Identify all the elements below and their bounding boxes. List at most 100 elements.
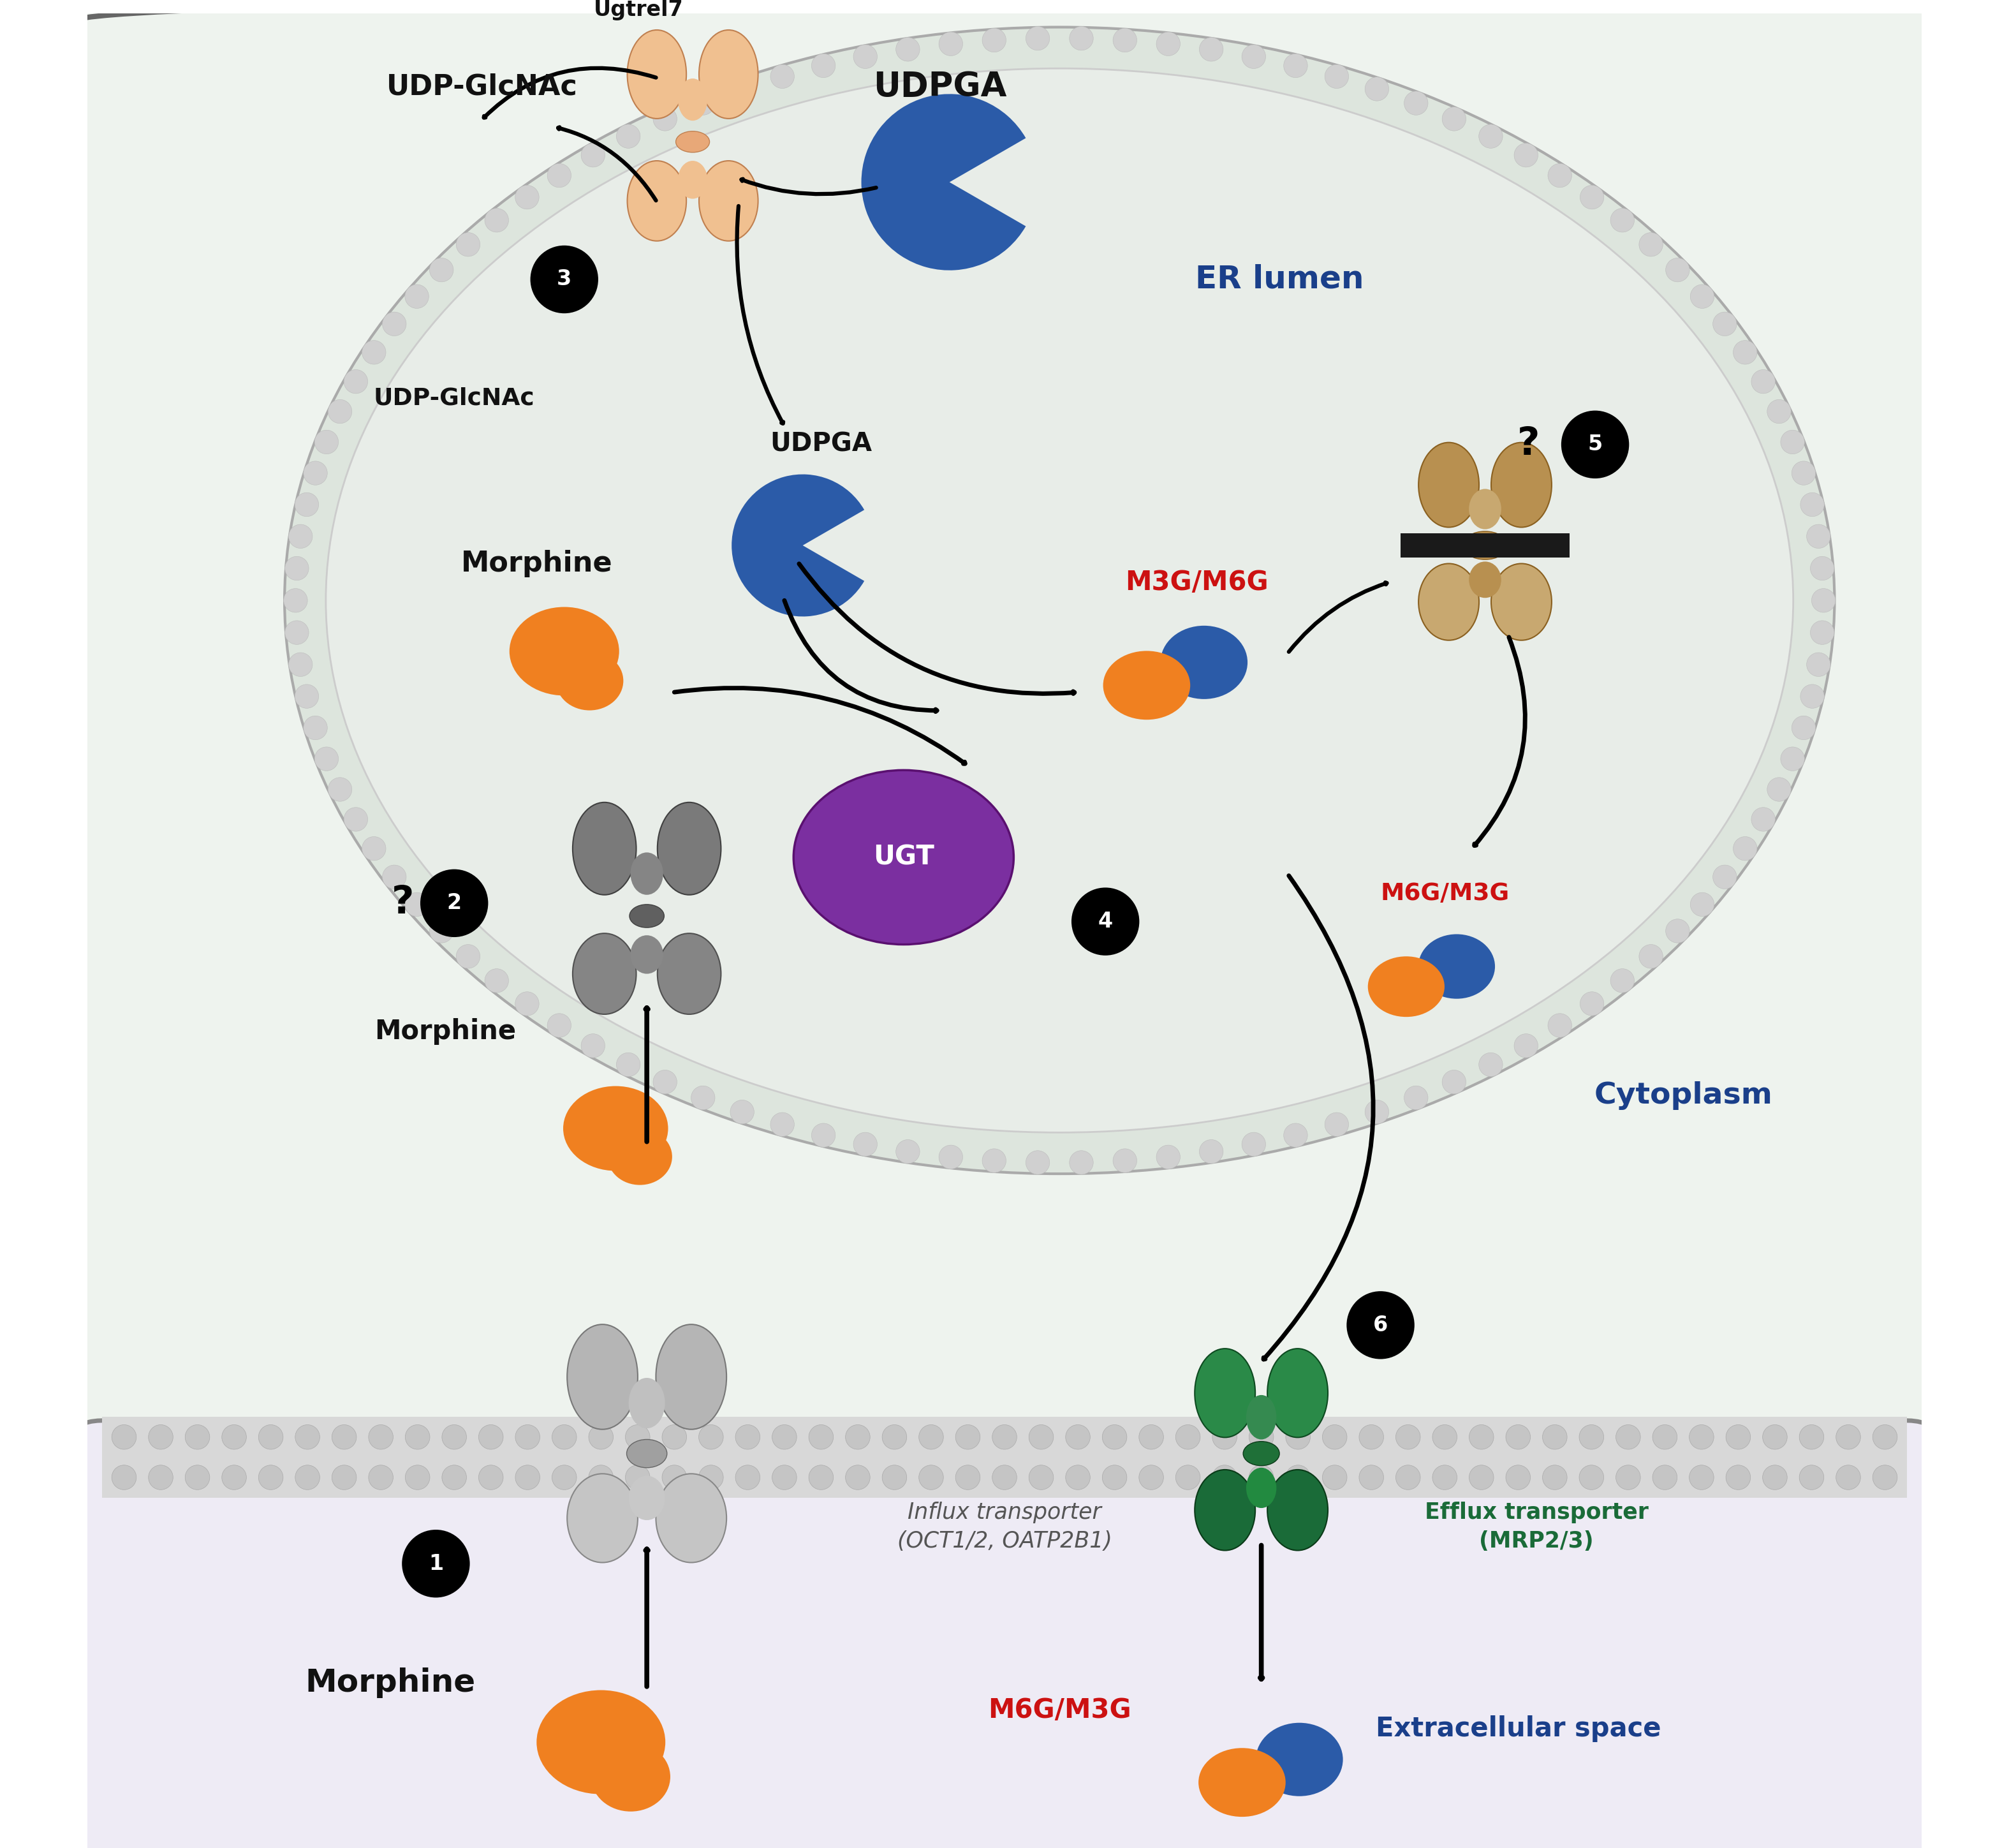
Circle shape [1113, 1149, 1137, 1173]
Ellipse shape [573, 933, 637, 1015]
Circle shape [982, 28, 1007, 52]
Text: Cytoplasm: Cytoplasm [1593, 1081, 1772, 1111]
Text: ?: ? [392, 885, 414, 922]
Ellipse shape [1256, 1722, 1342, 1796]
Circle shape [530, 246, 599, 314]
Circle shape [295, 1425, 319, 1449]
Ellipse shape [1246, 1467, 1276, 1508]
Ellipse shape [567, 1473, 637, 1563]
Circle shape [1734, 340, 1758, 364]
Circle shape [362, 837, 386, 861]
Circle shape [1211, 1465, 1238, 1489]
Text: UDP-GlcNAc: UDP-GlcNAc [386, 74, 577, 100]
Circle shape [1065, 1425, 1091, 1449]
Ellipse shape [1195, 1469, 1256, 1550]
Ellipse shape [1491, 442, 1551, 527]
Circle shape [406, 285, 428, 309]
Text: M3G/M6G: M3G/M6G [1125, 569, 1270, 595]
Circle shape [1547, 1013, 1571, 1037]
Ellipse shape [631, 935, 663, 974]
Circle shape [484, 209, 508, 233]
Circle shape [382, 865, 406, 889]
Circle shape [1324, 65, 1348, 89]
Ellipse shape [563, 1087, 669, 1172]
Circle shape [1872, 1425, 1896, 1449]
Circle shape [1810, 556, 1834, 580]
Circle shape [653, 1070, 677, 1094]
Circle shape [1242, 44, 1266, 68]
Circle shape [406, 1465, 430, 1489]
Circle shape [1768, 399, 1790, 423]
Circle shape [699, 1465, 723, 1489]
Circle shape [617, 124, 641, 148]
Ellipse shape [631, 852, 663, 894]
Circle shape [896, 1140, 920, 1164]
Text: UDP-GlcNAc: UDP-GlcNAc [374, 388, 534, 410]
Circle shape [315, 747, 338, 771]
Ellipse shape [868, 142, 930, 222]
Ellipse shape [794, 771, 1015, 944]
Circle shape [259, 1465, 283, 1489]
Circle shape [113, 1465, 137, 1489]
Circle shape [185, 1465, 209, 1489]
Circle shape [735, 1465, 759, 1489]
Circle shape [1396, 1425, 1420, 1449]
Circle shape [1547, 164, 1571, 187]
Ellipse shape [1418, 935, 1495, 998]
Circle shape [1324, 1112, 1348, 1137]
Circle shape [1139, 1465, 1163, 1489]
Circle shape [362, 340, 386, 364]
Circle shape [1199, 1140, 1223, 1164]
Circle shape [882, 1425, 906, 1449]
Circle shape [1714, 865, 1736, 889]
Circle shape [1103, 1425, 1127, 1449]
Circle shape [1507, 1465, 1531, 1489]
Text: 6: 6 [1372, 1314, 1388, 1336]
Circle shape [1768, 778, 1790, 802]
Ellipse shape [536, 1691, 665, 1794]
Circle shape [581, 1033, 605, 1057]
Circle shape [1665, 918, 1690, 942]
Circle shape [1065, 1465, 1091, 1489]
Circle shape [1690, 1465, 1714, 1489]
Circle shape [1250, 1465, 1274, 1489]
Ellipse shape [1463, 530, 1507, 560]
Circle shape [1242, 1133, 1266, 1157]
Circle shape [810, 1425, 834, 1449]
Ellipse shape [1418, 442, 1479, 527]
Circle shape [1665, 259, 1690, 283]
Circle shape [1432, 1425, 1457, 1449]
Text: Morphine: Morphine [460, 551, 613, 577]
Circle shape [406, 1425, 430, 1449]
Ellipse shape [325, 68, 1794, 1133]
Circle shape [1029, 1425, 1053, 1449]
Circle shape [1762, 1425, 1788, 1449]
Circle shape [285, 621, 309, 645]
Circle shape [771, 1465, 798, 1489]
Circle shape [1479, 1053, 1503, 1077]
Text: 4: 4 [1099, 911, 1113, 931]
Text: ?: ? [1517, 425, 1541, 464]
Circle shape [430, 918, 454, 942]
Circle shape [1029, 1465, 1053, 1489]
Circle shape [992, 1465, 1017, 1489]
Circle shape [1653, 1425, 1678, 1449]
FancyBboxPatch shape [66, 1421, 1943, 1848]
Circle shape [729, 78, 753, 102]
Circle shape [295, 684, 319, 708]
Circle shape [663, 1465, 687, 1489]
Circle shape [1792, 462, 1816, 484]
Circle shape [368, 1465, 394, 1489]
Circle shape [1752, 808, 1776, 832]
Circle shape [1069, 1151, 1093, 1175]
Circle shape [1579, 992, 1603, 1016]
Circle shape [1611, 209, 1633, 233]
Circle shape [1726, 1465, 1750, 1489]
Circle shape [456, 233, 480, 257]
Text: Influx transporter
(OCT1/2, OATP2B1): Influx transporter (OCT1/2, OATP2B1) [898, 1502, 1111, 1552]
Text: 3: 3 [556, 268, 573, 290]
Ellipse shape [657, 933, 721, 1015]
Wedge shape [862, 94, 1027, 270]
Circle shape [295, 1465, 319, 1489]
Circle shape [846, 1425, 870, 1449]
